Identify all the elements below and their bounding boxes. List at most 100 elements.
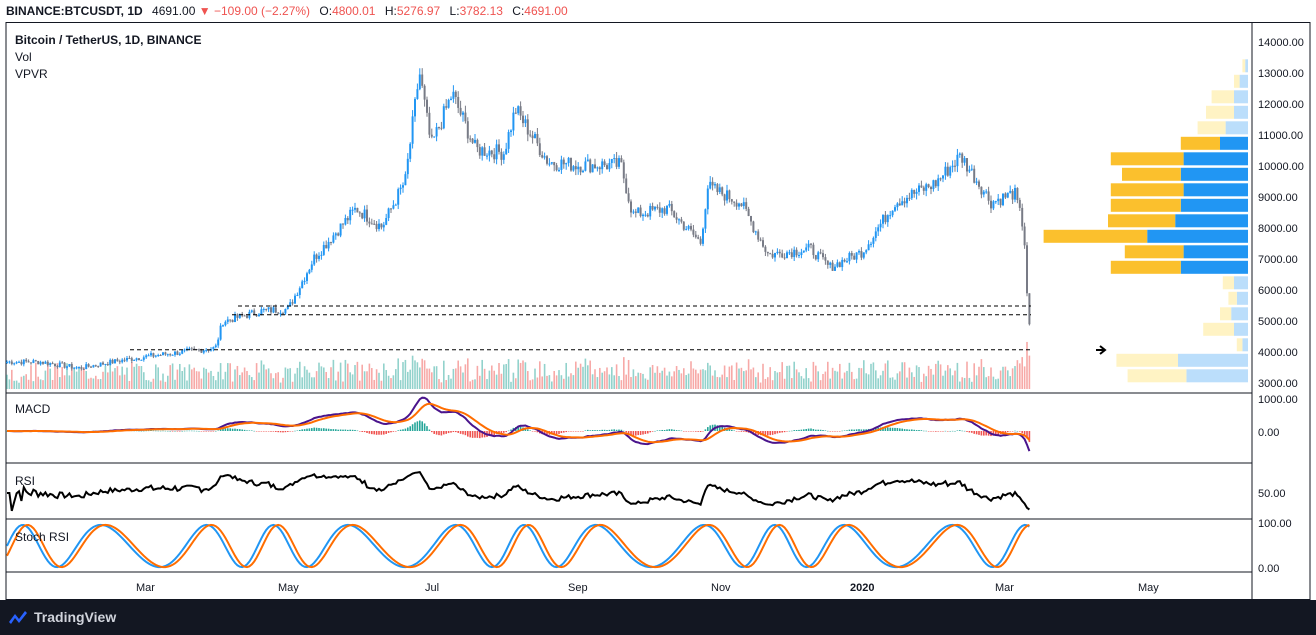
candle-body xyxy=(430,134,433,137)
macd-histogram-bar xyxy=(476,431,479,438)
macd-histogram-bar xyxy=(1009,431,1011,432)
volume-bar xyxy=(978,366,980,389)
candle-body xyxy=(260,309,263,315)
macd-histogram-bar xyxy=(294,430,296,432)
volume-bar xyxy=(745,370,747,389)
macd-histogram-bar xyxy=(733,430,735,432)
pane-label-macd[interactable]: MACD xyxy=(15,402,51,416)
macd-histogram-bar xyxy=(721,426,723,431)
volume-bar xyxy=(983,367,985,389)
volume-profile-down xyxy=(1127,369,1187,383)
volume-bar xyxy=(56,363,59,389)
chart-canvas[interactable]: Bitcoin / TetherUS, 1D, BINANCE Vol VPVR… xyxy=(0,22,1316,600)
tradingview-brand[interactable]: TradingView xyxy=(34,609,117,625)
macd-histogram-bar xyxy=(743,431,745,432)
candle-body xyxy=(478,147,481,156)
volume-bar xyxy=(630,377,632,389)
macd-histogram-bar xyxy=(618,429,620,431)
volume-bar xyxy=(311,377,313,389)
candle-body xyxy=(106,364,109,366)
volume-bar xyxy=(901,362,903,389)
legend-vpvr[interactable]: VPVR xyxy=(15,67,48,81)
volume-bar xyxy=(181,371,183,389)
candle-body xyxy=(404,174,407,186)
volume-profile-down xyxy=(1110,198,1181,212)
candle-body xyxy=(764,246,767,252)
volume-bar xyxy=(71,365,73,389)
macd-histogram-bar xyxy=(848,429,851,431)
candle-body xyxy=(1002,193,1004,206)
macd-histogram-bar xyxy=(651,431,654,432)
volume-bar xyxy=(291,381,294,389)
macd-histogram-bar xyxy=(399,429,402,431)
candle-body xyxy=(46,361,49,366)
volume-bar xyxy=(150,381,152,389)
pane-label-rsi[interactable]: RSI xyxy=(15,474,35,488)
volume-bar xyxy=(635,376,637,389)
macd-histogram-bar xyxy=(903,429,906,431)
volume-bar xyxy=(947,365,949,389)
macd-histogram-bar xyxy=(795,430,798,431)
candle-body xyxy=(994,201,997,203)
macd-histogram-bar xyxy=(959,430,961,431)
candle-body xyxy=(740,203,743,207)
time-tick: Nov xyxy=(711,582,731,594)
macd-histogram-bar xyxy=(793,430,795,431)
candle-body xyxy=(68,363,71,367)
candle-body xyxy=(486,155,488,157)
candle-body xyxy=(56,366,59,368)
candle-body xyxy=(231,319,234,323)
macd-histogram-bar xyxy=(572,431,575,432)
arrow-right-icon[interactable] xyxy=(1096,345,1107,355)
candle-body xyxy=(649,205,652,217)
volume-bar xyxy=(318,362,320,389)
volume-bar xyxy=(762,363,764,389)
price-tick: 10000.00 xyxy=(1258,161,1304,173)
macd-histogram-bar xyxy=(507,430,510,432)
macd-histogram-bar xyxy=(834,431,836,432)
volume-bar xyxy=(639,372,642,389)
volume-bar xyxy=(1028,355,1031,389)
volume-bar xyxy=(294,373,296,389)
candle-body xyxy=(358,212,361,214)
volume-bar xyxy=(584,358,587,389)
volume-bar xyxy=(743,371,745,389)
macd-histogram-bar xyxy=(687,431,690,432)
horizontal-levels[interactable] xyxy=(130,305,1031,351)
symbol-name[interactable]: BINANCE:BTCUSDT, 1D xyxy=(6,4,143,18)
candle-body xyxy=(814,255,817,260)
candle-body xyxy=(454,91,457,97)
candle-body xyxy=(58,362,61,368)
stoch-d-line xyxy=(6,523,1030,569)
candle-body xyxy=(918,185,920,192)
macd-histogram-bar xyxy=(836,431,839,432)
candle-body xyxy=(258,314,260,317)
volume-bar xyxy=(735,362,738,389)
volume-profile-down xyxy=(1110,152,1184,166)
macd-histogram-bar xyxy=(637,431,639,436)
candle-body xyxy=(567,157,570,164)
macd-histogram-bar xyxy=(563,431,565,433)
macd-histogram-bar xyxy=(287,431,289,432)
macd-histogram-bar xyxy=(678,430,680,431)
volume-bar xyxy=(623,357,625,389)
candle-body xyxy=(666,205,668,214)
volume-bar xyxy=(673,371,675,389)
macd-histogram-bar xyxy=(656,430,659,431)
pane-label-stoch-rsi[interactable]: Stoch RSI xyxy=(15,530,69,544)
volume-bar xyxy=(819,380,822,389)
candle-body xyxy=(394,204,397,206)
volume-bar xyxy=(126,367,128,389)
legend-vol[interactable]: Vol xyxy=(15,50,32,64)
macd-histogram-bar xyxy=(906,429,908,431)
volume-bar xyxy=(671,376,673,389)
volume-profile-down xyxy=(1116,353,1178,367)
candle-body xyxy=(500,151,503,160)
tradingview-logo-icon[interactable] xyxy=(8,608,28,628)
candle-body xyxy=(224,321,227,326)
price-tick: 4000.00 xyxy=(1258,347,1298,359)
candle-body xyxy=(445,106,448,108)
candle-body xyxy=(222,325,224,327)
macd-histogram-bar xyxy=(186,430,188,432)
candle-body xyxy=(75,367,78,369)
